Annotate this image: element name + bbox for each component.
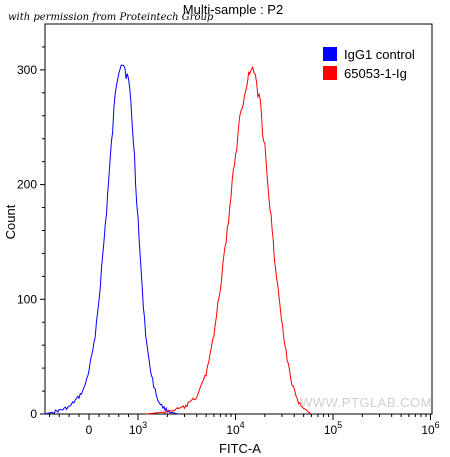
legend-label-65053-1-ig: 65053-1-Ig (344, 66, 407, 81)
watermark-text: WWW.PTGLAB.COM (300, 395, 432, 410)
y-axis-label: Count (3, 204, 18, 239)
legend-swatch-igg1-control (323, 47, 337, 61)
series-line-igg1-control (44, 64, 179, 415)
y-tick-label-3: 300 (17, 63, 37, 77)
legend-label-igg1-control: IgG1 control (344, 47, 415, 62)
y-tick-label-2: 200 (17, 178, 37, 192)
series-line-65053-1-ig (145, 65, 312, 415)
permission-note: with permission from Proteintech Group (8, 12, 214, 23)
x-tick-label-2: 104 (226, 420, 244, 437)
y-axis: 0 100 200 300 (17, 46, 45, 421)
x-tick-label-1: 103 (129, 420, 147, 437)
histogram-series (44, 64, 312, 415)
x-axis-label: FITC-A (219, 441, 261, 456)
legend-swatch-65053-1-ig (323, 66, 337, 80)
y-tick-label-0: 0 (30, 407, 37, 421)
legend: IgG1 control 65053-1-Ig (323, 47, 415, 81)
plot-area-frame (44, 23, 433, 415)
x-tick-label-0: 0 (86, 423, 93, 437)
x-tick-label-4: 106 (421, 420, 439, 437)
x-tick-label-3: 105 (324, 420, 342, 437)
x-axis: 0 103 104 105 106 (49, 414, 440, 437)
chart-title: Multi-sample : P2 (183, 2, 283, 17)
y-tick-label-1: 100 (17, 292, 37, 306)
